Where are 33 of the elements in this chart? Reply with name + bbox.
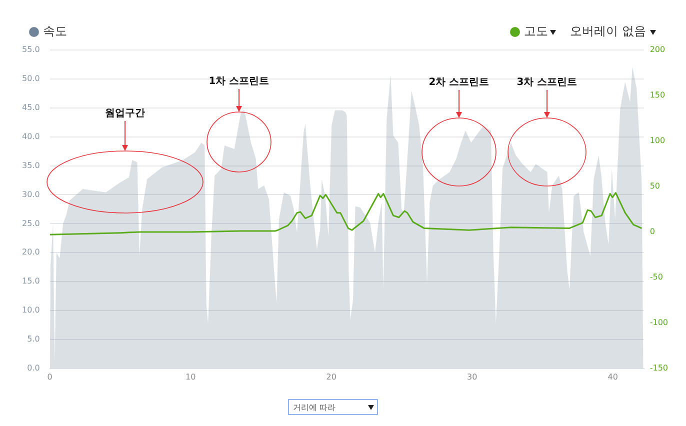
y2-tick-label: -100 [650,318,668,327]
y-tick-label: 30.0 [22,190,40,199]
y2-tick-label: 0 [650,227,655,236]
y-tick-label: 0.0 [27,363,40,372]
legend-label: 고도 [524,23,548,40]
y-tick-label: 35.0 [22,160,40,170]
legend-label: 속도 [43,23,67,40]
x-tick-label: 40 [608,372,618,382]
x-tick-label: 20 [326,372,336,382]
y2-tick-label: 200 [650,45,666,54]
x-tick-label: 30 [467,372,478,382]
annotation: 3차 스프린트 [516,76,578,89]
text: 거리에 따라 [293,402,336,412]
x-tick-label: 0 [47,372,52,382]
annotation: 1차 스프린트 [208,75,270,88]
y-tick-label: 45.0 [22,102,40,112]
y-tick-label: 25.0 [22,218,40,228]
y2-tick-label: 50 [650,182,660,191]
annotation: 웜업구간 [105,107,145,120]
y-tick-label: 10.0 [22,306,40,315]
y-tick-label: 40.0 [22,132,40,141]
y-tick-label: 20.0 [22,248,40,257]
y-tick-label: 55.0 [22,45,40,54]
text: 오버레이 없음 [570,23,646,40]
annotation: 2차 스프린트 [428,76,490,89]
y2-tick-label: 150 [650,90,666,100]
y2-tick-label: -50 [650,272,663,282]
y2-tick-label: 100 [650,136,666,146]
x-tick-label: 10 [185,372,196,382]
y-tick-label: 15.0 [22,276,40,286]
y2-tick-label: -150 [650,363,668,372]
y-tick-label: 5.0 [27,334,40,344]
y-tick-label: 50.0 [22,74,40,84]
